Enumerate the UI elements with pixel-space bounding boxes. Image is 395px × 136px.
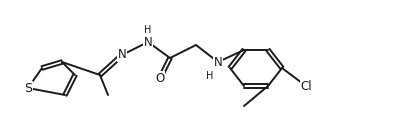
Text: N: N xyxy=(118,49,126,61)
Text: O: O xyxy=(155,72,165,84)
Text: S: S xyxy=(24,81,32,95)
Text: H: H xyxy=(206,71,214,81)
Text: H: H xyxy=(144,25,152,35)
Text: Cl: Cl xyxy=(300,80,312,92)
Text: N: N xyxy=(144,35,152,49)
Text: N: N xyxy=(214,55,222,69)
